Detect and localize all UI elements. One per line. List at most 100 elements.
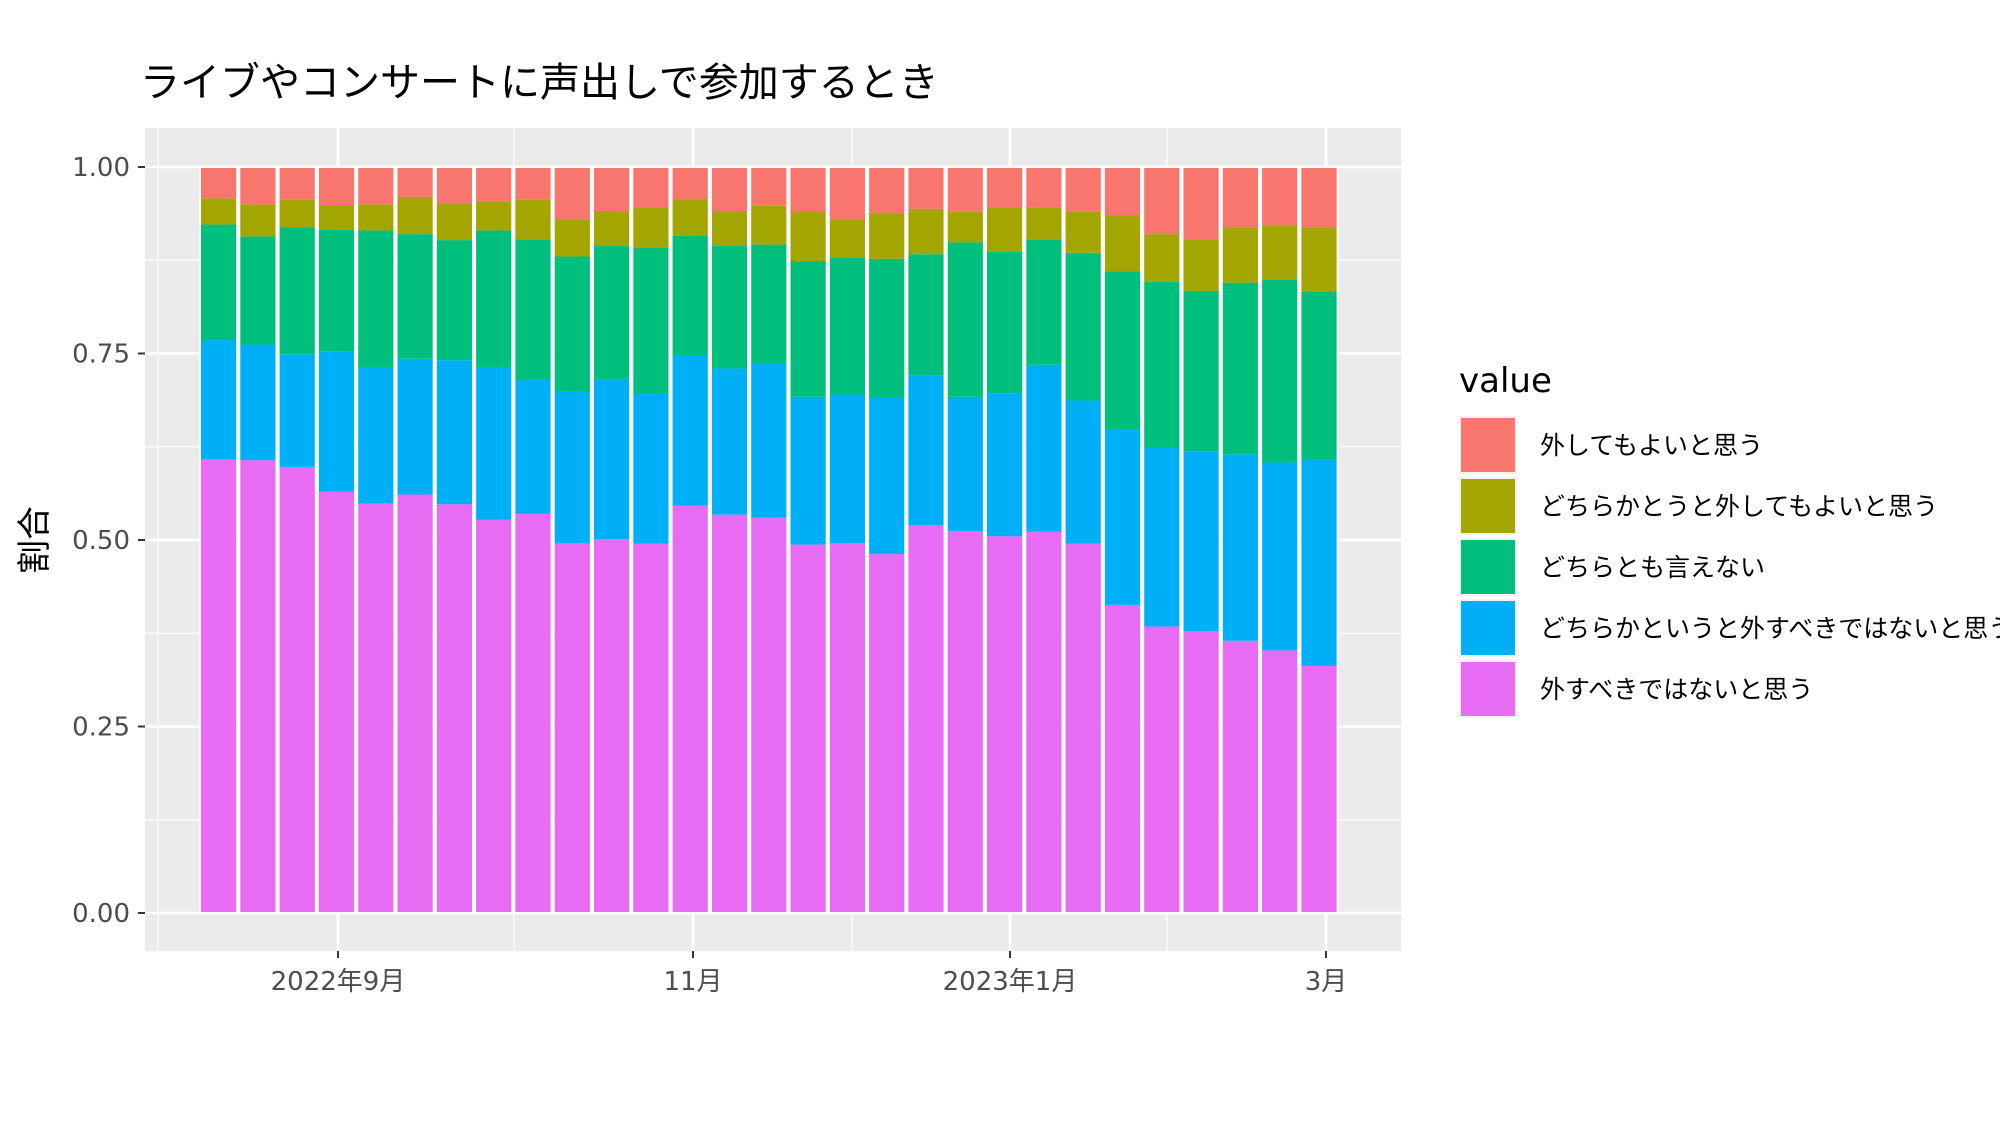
bar-segment: [475, 167, 513, 202]
bar-segment: [1300, 227, 1338, 292]
bar-segment: [868, 213, 906, 259]
bar-segment: [200, 167, 238, 199]
bar-segment: [986, 536, 1024, 913]
bar-outline: [1024, 166, 1064, 914]
legend: value 外してもよいと思うどちらかとうと外してもよいと思うどちらとも言えない…: [1459, 361, 2000, 718]
bar-segment: [239, 460, 277, 913]
bar-segment: [1300, 291, 1338, 460]
bar-outline: [906, 166, 946, 914]
bar-outline: [945, 166, 985, 914]
bar-segment: [1103, 167, 1142, 216]
bar-segment: [1025, 207, 1063, 240]
legend-title: value: [1459, 361, 1552, 401]
bar-segment: [1182, 167, 1220, 240]
bar-segment: [632, 208, 670, 248]
bar-segment: [514, 167, 552, 200]
bar-segment: [278, 227, 316, 355]
bars: [199, 166, 1339, 914]
bar-outline: [199, 166, 239, 914]
bar-segment: [671, 354, 709, 506]
bar-segment: [1143, 626, 1181, 913]
bar-outline: [1260, 166, 1300, 914]
bar-segment: [946, 531, 984, 913]
bar-segment: [1261, 225, 1299, 280]
bar-outline: [1063, 166, 1103, 914]
bar-segment: [553, 219, 591, 257]
bar-segment: [1103, 271, 1142, 430]
bar-segment: [986, 167, 1024, 209]
bar-outline: [316, 166, 357, 914]
bar-segment: [1221, 282, 1259, 455]
bar-outline: [749, 166, 789, 914]
bar-segment: [632, 543, 670, 913]
bar-segment: [868, 258, 906, 398]
y-tick-label: 1.00: [72, 153, 130, 183]
bar-outline: [238, 166, 278, 914]
bar-segment: [239, 344, 277, 461]
bar-segment: [317, 167, 356, 206]
legend-swatch: [1461, 540, 1515, 594]
bar-segment: [907, 208, 945, 255]
bar-segment: [710, 368, 749, 515]
bar-outline: [434, 166, 474, 914]
bar-outline: [513, 166, 553, 914]
bar-segment: [357, 503, 395, 913]
bar-outline: [827, 166, 867, 914]
bar-segment: [278, 167, 316, 200]
bar-segment: [632, 247, 670, 394]
bar-segment: [435, 504, 473, 913]
bar-segment: [200, 459, 238, 913]
y-axis-title: 割合: [15, 506, 55, 574]
bar-segment: [1103, 429, 1142, 605]
bar-segment: [946, 167, 984, 212]
bar-segment: [475, 201, 513, 231]
bar-segment: [828, 542, 866, 913]
bar-segment: [475, 519, 513, 913]
bar-outline: [709, 166, 750, 914]
bar-segment: [789, 396, 827, 545]
bar-segment: [1300, 459, 1338, 667]
bar-segment: [357, 204, 395, 231]
bar-segment: [710, 246, 749, 369]
bar-segment: [396, 494, 434, 913]
bar-outline: [1220, 166, 1261, 914]
bar-outline: [867, 166, 907, 914]
bar-outline: [631, 166, 671, 914]
bar-segment: [396, 358, 434, 495]
bar-segment: [986, 208, 1024, 253]
bar-segment: [396, 234, 434, 359]
bar-segment: [710, 211, 749, 247]
bar-outline: [1102, 166, 1143, 914]
bar-segment: [868, 554, 906, 913]
bar-segment: [317, 229, 356, 352]
x-tick-label: 11月: [663, 967, 722, 997]
bar-segment: [1143, 447, 1181, 627]
bar-outline: [552, 166, 592, 914]
bar-segment: [828, 394, 866, 543]
legend-label: どちらかとうと外してもよいと思う: [1540, 492, 1938, 521]
y-tick-label: 0.75: [72, 340, 130, 370]
bar-segment: [553, 167, 591, 220]
bar-segment: [357, 167, 395, 205]
bar-segment: [1221, 167, 1259, 228]
bar-segment: [1103, 604, 1142, 913]
bar-segment: [750, 167, 788, 206]
bar-segment: [239, 236, 277, 345]
x-tick-label: 3月: [1305, 967, 1348, 997]
bar-segment: [828, 258, 866, 395]
bar-segment: [1025, 167, 1063, 208]
bar-segment: [1025, 239, 1063, 365]
bar-segment: [789, 167, 827, 212]
bar-segment: [514, 513, 552, 913]
bar-segment: [710, 514, 749, 913]
legend-label: どちらとも言えない: [1540, 553, 1765, 582]
bar-segment: [1025, 364, 1063, 532]
bar-segment: [396, 167, 434, 197]
bar-segment: [1182, 239, 1220, 291]
bar-segment: [671, 167, 709, 200]
bar-segment: [553, 391, 591, 543]
bar-segment: [750, 363, 788, 518]
bar-outline: [592, 166, 632, 914]
bar-segment: [750, 244, 788, 364]
